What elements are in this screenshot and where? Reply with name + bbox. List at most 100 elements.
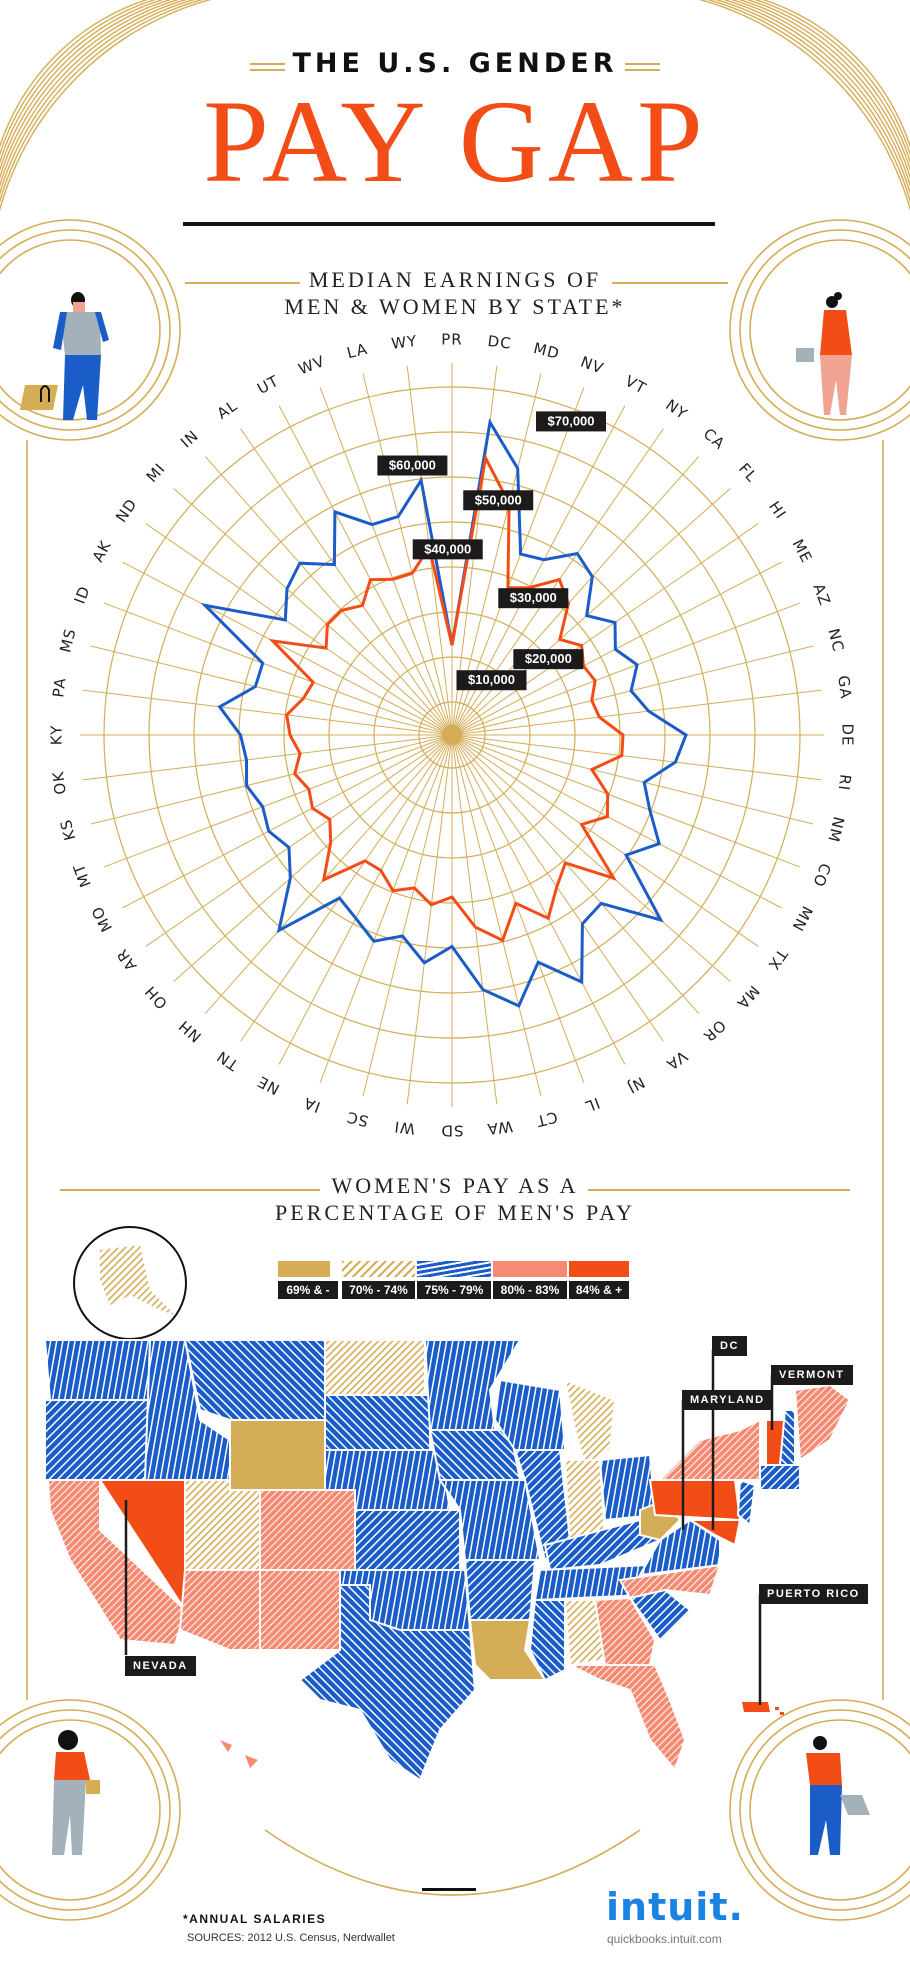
ring-label: $50,000 xyxy=(475,492,522,507)
state-colorado xyxy=(259,1489,356,1571)
state-michigan xyxy=(563,1378,617,1467)
callout-puerto-rico: PUERTO RICO xyxy=(759,1584,868,1604)
state-label: SD xyxy=(440,1122,463,1140)
state-label: PR xyxy=(441,331,462,349)
callout-nevada: NEVADA xyxy=(125,1656,196,1676)
state-label: VT xyxy=(622,372,649,398)
state-mississippi xyxy=(528,1599,566,1682)
state-kansas xyxy=(354,1509,461,1571)
map-legend: 69% & - 70% - 74% 75% - 79% 80% - 83% 84… xyxy=(278,1261,633,1301)
legend-swatch-69-and-below xyxy=(278,1261,330,1277)
quickbooks-url-link[interactable]: quickbooks.intuit.com xyxy=(607,1932,722,1946)
state-label: IL xyxy=(582,1094,602,1116)
state-montana xyxy=(183,1339,326,1421)
state-new-jersey xyxy=(736,1478,757,1527)
territory-puerto-rico xyxy=(742,1702,770,1712)
page-title: PAY GAP xyxy=(203,76,707,207)
state-label: WI xyxy=(393,1117,416,1137)
state-label: WA xyxy=(486,1117,514,1138)
state-label: TX xyxy=(764,945,792,974)
legend-label-4: 84% & + xyxy=(569,1281,629,1299)
footnote-annual-salaries: *ANNUAL SALARIES xyxy=(183,1912,327,1926)
map-title-line2: PERCENTAGE OF MEN'S PAY xyxy=(275,1200,635,1225)
state-north-dakota xyxy=(324,1339,426,1396)
state-label: FL xyxy=(735,460,761,486)
legend-label-2: 75% - 79% xyxy=(417,1281,491,1299)
state-label: OH xyxy=(141,982,171,1013)
map-section-title: WOMEN'S PAY AS A PERCENTAGE OF MEN'S PAY xyxy=(0,1172,910,1226)
state-label: GA xyxy=(834,674,855,700)
legend-swatch-84-and-above xyxy=(569,1261,629,1277)
state-label: TN xyxy=(213,1047,242,1075)
state-california xyxy=(46,1479,187,1647)
state-label: DC xyxy=(487,332,513,353)
state-label: CO xyxy=(809,861,834,890)
state-label: MS xyxy=(56,626,79,654)
state-oregon xyxy=(44,1399,152,1481)
state-georgia xyxy=(593,1596,657,1666)
state-south-dakota xyxy=(324,1394,431,1451)
state-label: VA xyxy=(663,1047,691,1074)
state-alaska xyxy=(100,1245,175,1315)
state-label: PA xyxy=(49,676,69,698)
state-label: WY xyxy=(390,332,418,353)
state-label: WV xyxy=(296,352,328,378)
ring-label: $30,000 xyxy=(510,590,557,605)
state-label: CA xyxy=(700,425,729,454)
radar-title-line1: MEDIAN EARNINGS OF xyxy=(308,267,602,292)
state-minnesota xyxy=(423,1339,522,1431)
state-label: AL xyxy=(214,396,241,423)
radar-title-line2: MEN & WOMEN BY STATE* xyxy=(284,294,626,319)
header-subtitle: THE U.S. GENDER xyxy=(292,48,618,79)
state-arkansas xyxy=(463,1559,537,1621)
intuit-logo[interactable]: intuit. xyxy=(606,1885,744,1929)
legend-swatch-80-83 xyxy=(493,1261,567,1277)
state-label: OR xyxy=(699,1016,729,1046)
state-label: MO xyxy=(88,903,116,935)
state-label: HI xyxy=(765,498,790,523)
state-wyoming xyxy=(229,1419,326,1491)
title-divider xyxy=(183,222,715,226)
state-label: LA xyxy=(345,340,370,362)
state-new-mexico xyxy=(259,1569,341,1651)
state-pennsylvania xyxy=(648,1479,742,1522)
state-virginia xyxy=(638,1518,721,1577)
state-label: CT xyxy=(534,1108,559,1131)
state-label: RI xyxy=(835,773,855,792)
ring-label: $20,000 xyxy=(525,651,572,666)
state-label: MD xyxy=(532,339,562,363)
state-label: NC xyxy=(824,627,847,654)
callout-vermont: VERMONT xyxy=(771,1365,853,1385)
sources-text: SOURCES: 2012 U.S. Census, Nerdwallet xyxy=(187,1932,395,1944)
state-label: AZ xyxy=(809,581,834,608)
state-label: MN xyxy=(788,903,816,935)
state-massachusetts xyxy=(759,1464,801,1491)
legend-swatch-70-74 xyxy=(342,1261,415,1277)
state-label: NJ xyxy=(624,1073,648,1097)
state-label: AR xyxy=(113,945,141,974)
state-label: OK xyxy=(49,770,70,796)
map-title-line1: WOMEN'S PAY AS A xyxy=(331,1173,579,1198)
ring-label: $70,000 xyxy=(548,413,595,428)
woman-with-handbag-illustration xyxy=(796,292,852,415)
state-kentucky xyxy=(543,1518,662,1572)
legend-label-1: 70% - 74% xyxy=(342,1281,415,1299)
state-label: NE xyxy=(254,1072,282,1098)
series-men xyxy=(200,418,688,1008)
legend-label-3: 80% - 83% xyxy=(493,1281,567,1299)
state-label: NH xyxy=(175,1016,205,1046)
state-label: KY xyxy=(48,725,66,745)
state-label: ME xyxy=(789,536,816,566)
man-with-briefcase-illustration xyxy=(20,292,109,420)
state-label: SC xyxy=(345,1108,371,1131)
state-texas xyxy=(298,1584,477,1782)
state-maine xyxy=(793,1383,852,1462)
state-label: ID xyxy=(71,583,94,606)
legend-swatch-75-79 xyxy=(417,1261,491,1277)
legend-label-0: 69% & - xyxy=(278,1281,338,1299)
ring-label: $40,000 xyxy=(424,541,471,556)
callout-maryland: MARYLAND xyxy=(682,1390,773,1410)
us-choropleth-map xyxy=(43,1226,852,1782)
